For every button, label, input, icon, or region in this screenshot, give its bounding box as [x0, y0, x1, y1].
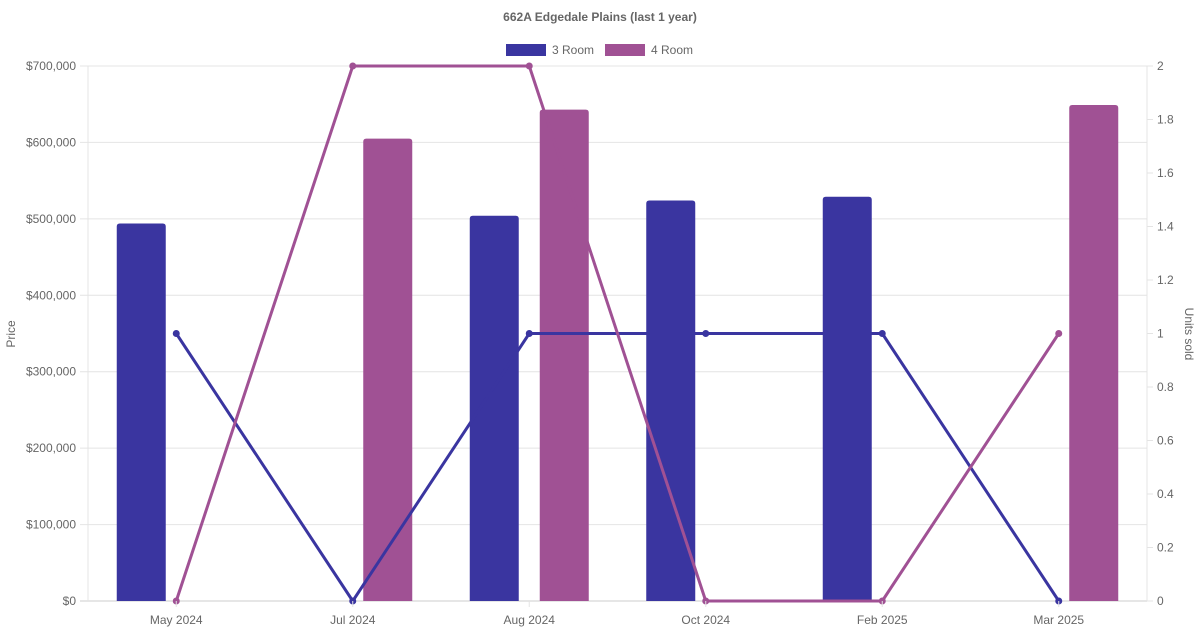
y-right-tick-label: 0 — [1157, 594, 1164, 608]
chart-title: 662A Edgedale Plains (last 1 year) — [503, 10, 697, 24]
x-tick-label: May 2024 — [150, 613, 203, 627]
bar-3-room[interactable] — [469, 215, 519, 602]
legend-swatch-4-room — [605, 44, 645, 56]
bars — [116, 104, 1119, 602]
legend: 3 Room 4 Room — [506, 43, 693, 57]
point-3-room-units-sold[interactable] — [525, 330, 533, 337]
series-lines — [174, 64, 1061, 603]
x-tick-label: Oct 2024 — [681, 613, 730, 627]
y-right-tick-label: 1.4 — [1157, 220, 1174, 234]
y-axis-left-ticks: $0 $100,000 $200,000 $300,000 $400,000 $500,0… — [26, 59, 76, 608]
y-left-tick-label: $100,000 — [26, 518, 76, 532]
y-right-tick-label: 1.8 — [1157, 113, 1174, 127]
y-right-tick-label: 0.2 — [1157, 541, 1174, 555]
y-axis-right-title: Units sold — [1182, 308, 1196, 361]
legend-item-4-room[interactable]: 4 Room — [605, 43, 693, 57]
y-right-tick-label: 0.4 — [1157, 487, 1174, 501]
line-4-room-units-sold — [174, 64, 1061, 603]
y-left-tick-label: $0 — [63, 594, 77, 608]
point-4-room-units-sold[interactable] — [349, 62, 357, 70]
y-right-tick-label: 1.6 — [1157, 166, 1174, 180]
y-left-tick-label: $600,000 — [26, 135, 76, 149]
bar-3-room[interactable] — [646, 200, 696, 601]
y-left-tick-label: $500,000 — [26, 212, 76, 226]
y-right-tick-label: 1 — [1157, 327, 1164, 341]
y-right-tick-label: 0.8 — [1157, 380, 1174, 394]
point-4-room-units-sold[interactable] — [525, 62, 533, 70]
bar-3-room[interactable] — [822, 196, 872, 601]
bar-3-room[interactable] — [116, 223, 166, 601]
y-left-tick-label: $200,000 — [26, 441, 76, 455]
point-3-room-units-sold[interactable] — [172, 330, 180, 337]
bar-4-room[interactable] — [539, 109, 589, 602]
bar-4-room[interactable] — [1069, 104, 1119, 601]
x-tick-label: Jul 2024 — [330, 613, 376, 627]
x-tick-label: Feb 2025 — [857, 613, 908, 627]
legend-label-4-room: 4 Room — [651, 43, 693, 57]
y-left-tick-label: $400,000 — [26, 288, 76, 302]
y-axis-right-ticks: 0 0.2 0.4 0.6 0.8 1 1.2 1.4 1.6 1.8 2 — [1157, 59, 1174, 608]
point-4-room-units-sold[interactable] — [1055, 330, 1063, 337]
x-axis-ticks: May 2024 Jul 2024 Aug 2024 Oct 2024 Feb 2025… — [150, 601, 1084, 627]
y-axis-left-title: Price — [4, 320, 18, 348]
point-3-room-units-sold[interactable] — [702, 330, 710, 337]
x-tick-label: Mar 2025 — [1033, 613, 1084, 627]
y-right-tick-label: 0.6 — [1157, 434, 1174, 448]
bar-4-room[interactable] — [363, 138, 413, 601]
line-3-room-units-sold — [174, 332, 1061, 603]
legend-label-3-room: 3 Room — [552, 43, 594, 57]
legend-item-3-room[interactable]: 3 Room — [506, 43, 594, 57]
point-3-room-units-sold[interactable] — [878, 330, 886, 337]
legend-swatch-3-room — [506, 44, 546, 56]
y-left-tick-label: $700,000 — [26, 59, 76, 73]
y-left-tick-label: $300,000 — [26, 365, 76, 379]
y-right-tick-label: 1.2 — [1157, 273, 1174, 287]
grid-lines — [80, 65, 1153, 602]
x-tick-label: Aug 2024 — [504, 613, 556, 627]
y-right-tick-label: 2 — [1157, 59, 1164, 73]
